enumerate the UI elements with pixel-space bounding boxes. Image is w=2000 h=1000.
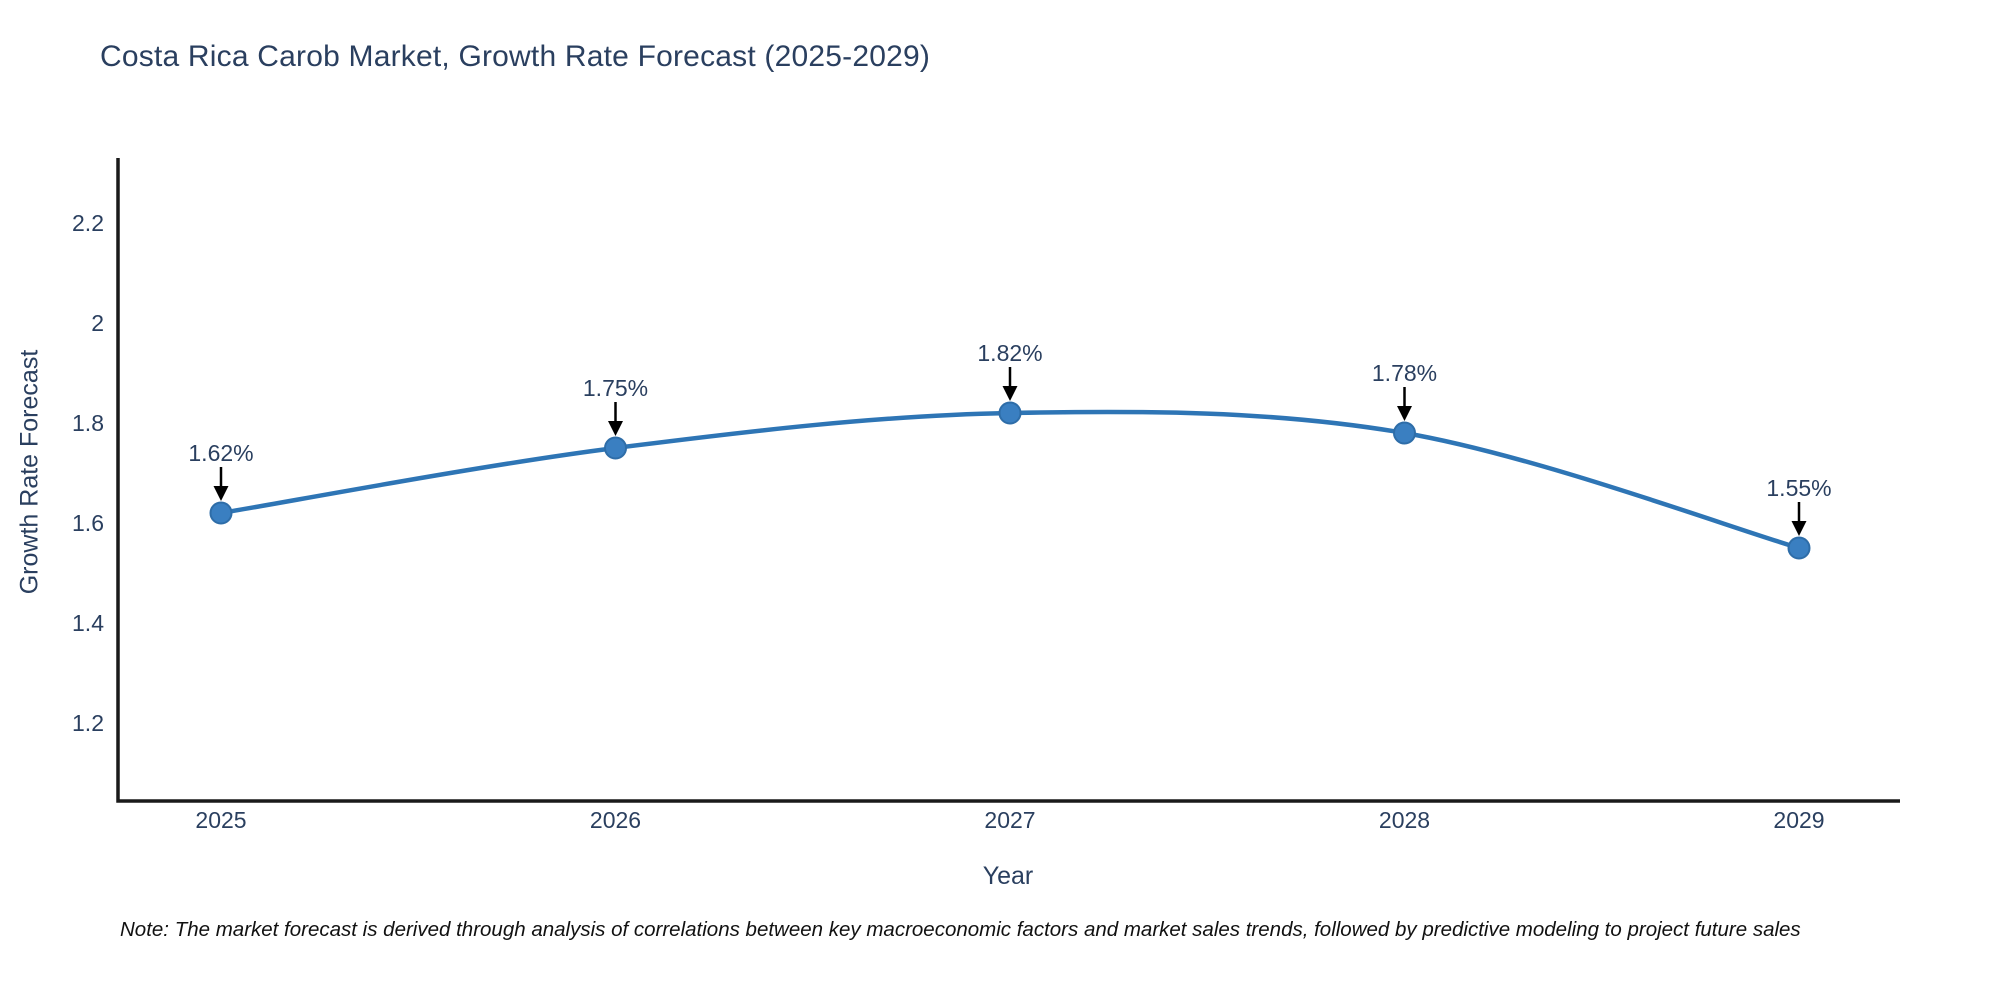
annotation-arrow-head (1791, 521, 1807, 536)
x-tick-label: 2028 (1378, 807, 1431, 833)
annotation-arrow-head (608, 421, 623, 436)
data-point-marker (209, 501, 233, 525)
trend-line (218, 409, 1802, 551)
annotation-arrow-head (1397, 406, 1412, 421)
x-axis-title: Year (982, 862, 1034, 890)
data-point-label: 1.75% (582, 375, 649, 401)
y-tick-label: 2.2 (72, 210, 104, 236)
x-tick-label: 2029 (1773, 807, 1825, 833)
data-point-label: 1.62% (188, 440, 254, 466)
x-tick-label: 2027 (984, 807, 1036, 833)
y-tick-label: 1.6 (72, 510, 104, 536)
chart-title: Costa Rica Carob Market, Growth Rate For… (100, 40, 931, 73)
x-tick-label: 2026 (589, 807, 642, 833)
y-tick-label: 1.8 (72, 410, 104, 436)
axis-lines (116, 158, 1900, 803)
data-point-label: 1.55% (1766, 475, 1832, 501)
annotation-arrow-head (1002, 386, 1018, 401)
footnote-text: Note: The market forecast is derived thr… (120, 918, 1801, 941)
y-tick-label: 1.4 (72, 610, 104, 636)
y-tick-label: 1.2 (72, 710, 104, 736)
data-point-label: 1.82% (977, 340, 1043, 366)
annotation-arrow-head (213, 486, 229, 501)
data-point-marker (998, 401, 1022, 425)
y-tick-label: 2 (91, 310, 104, 336)
data-point-label: 1.78% (1371, 360, 1438, 386)
data-point-marker (1393, 421, 1416, 445)
data-point-marker (604, 436, 627, 460)
y-axis-title: Growth Rate Forecast (15, 349, 44, 595)
data-point-marker (1787, 536, 1811, 560)
x-tick-label: 2025 (195, 807, 247, 833)
